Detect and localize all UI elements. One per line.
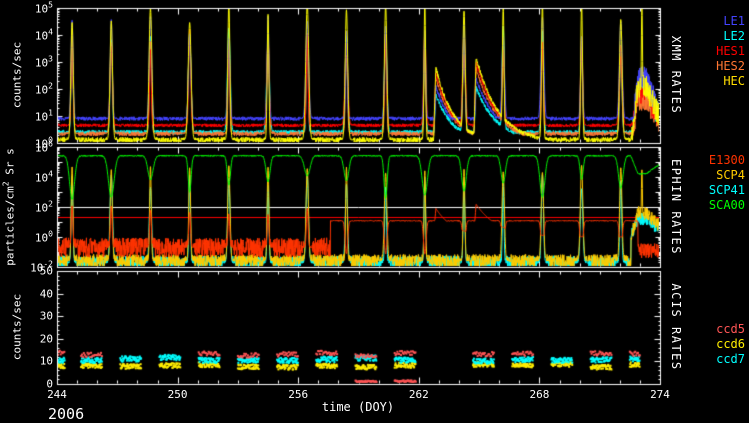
radiation-rates-figure: XMM RATES EPHIN RATES ACIS RATES counts/… [0, 0, 749, 423]
plot-canvas [0, 0, 749, 423]
